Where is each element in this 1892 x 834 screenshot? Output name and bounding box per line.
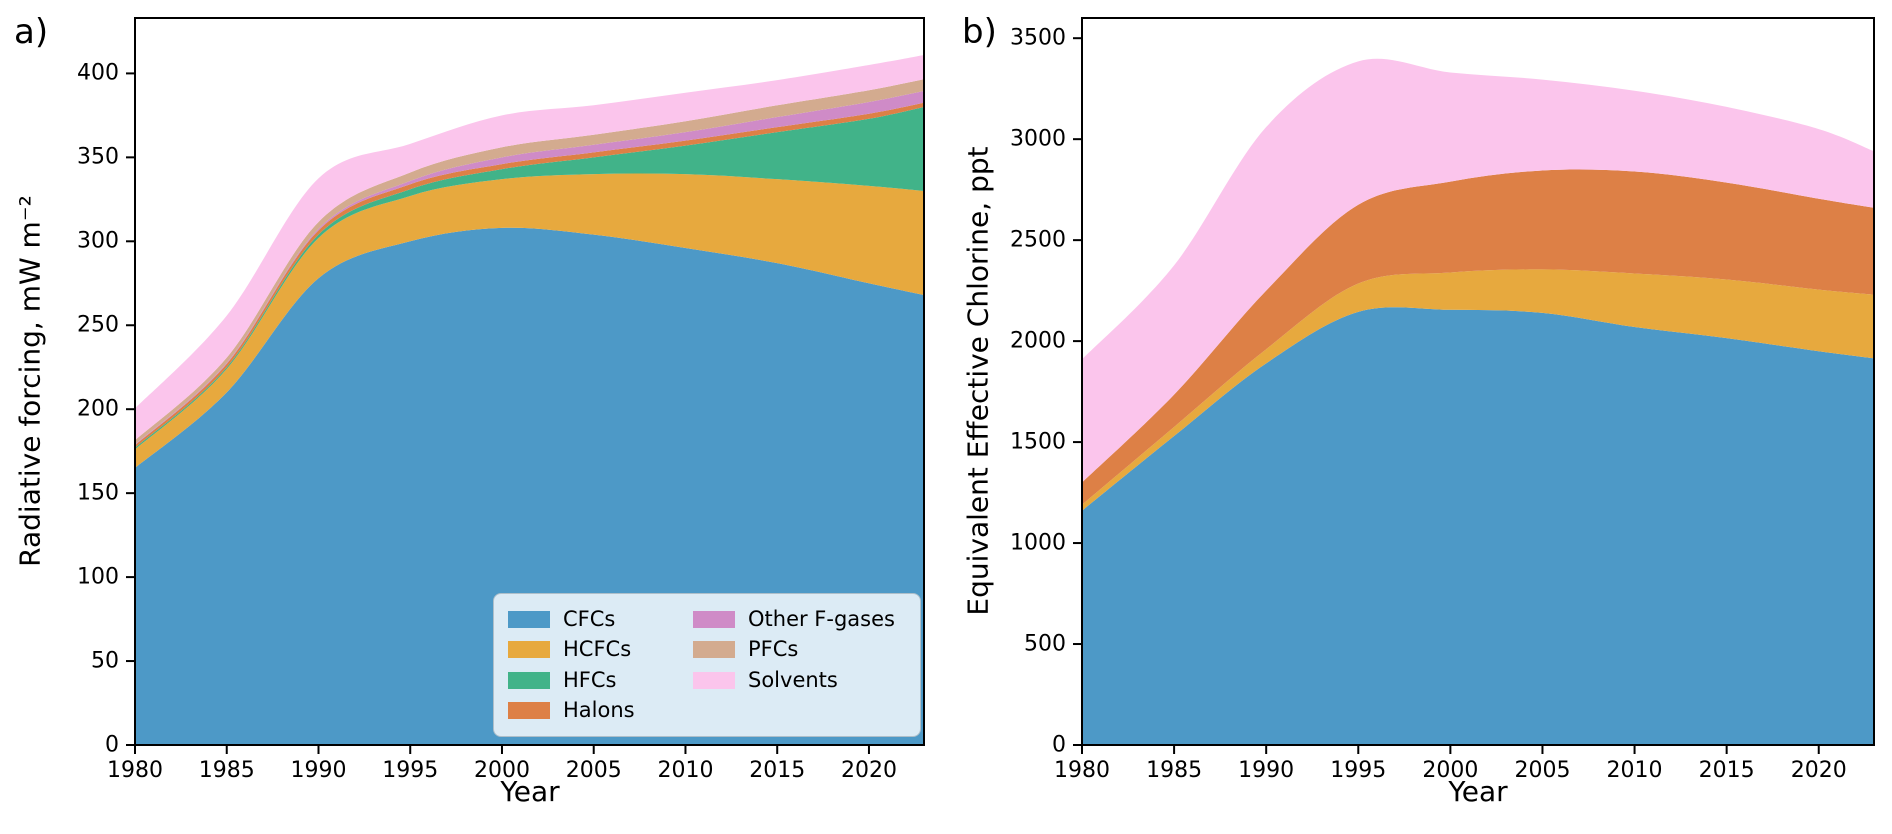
legend-item: PFCs bbox=[693, 639, 906, 660]
x-tick-label: 2015 bbox=[1698, 758, 1755, 783]
legend-swatch bbox=[693, 610, 735, 628]
legend-label: HCFCs bbox=[563, 637, 632, 662]
area-solvents bbox=[135, 54, 924, 441]
legend-item: Halons bbox=[508, 700, 693, 721]
legend-item: Solvents bbox=[693, 667, 906, 692]
panel-label-b: b) bbox=[962, 12, 997, 52]
area-pfcs bbox=[135, 79, 924, 445]
legend-label: Halons bbox=[563, 698, 635, 723]
legend-item: HCFCs bbox=[508, 639, 693, 660]
area-hfcs bbox=[135, 106, 924, 450]
x-tick-label: 1985 bbox=[198, 758, 255, 783]
legend-label: Solvents bbox=[748, 667, 838, 692]
y-tick-label: 0 bbox=[105, 732, 119, 758]
legend-label: Other F-gases bbox=[748, 606, 895, 631]
legend-swatch bbox=[508, 702, 550, 720]
x-tick-label: 1995 bbox=[382, 758, 439, 783]
legend-label: HFCs bbox=[563, 667, 617, 692]
y-tick-label: 250 bbox=[77, 312, 119, 338]
x-tick-label: 1990 bbox=[290, 758, 347, 783]
legend-swatch bbox=[508, 671, 550, 689]
y-tick-label: 100 bbox=[77, 564, 119, 590]
x-tick-label: 1985 bbox=[1146, 758, 1203, 783]
x-tick-label: 2005 bbox=[1514, 758, 1571, 783]
y-tick-label: 150 bbox=[77, 480, 119, 506]
x-tick-label: 1990 bbox=[1238, 758, 1295, 783]
axes-frame bbox=[1081, 17, 1875, 746]
area-hcfcs bbox=[1082, 269, 1874, 511]
y-tick-label: 3500 bbox=[1010, 25, 1066, 51]
area-halons bbox=[1082, 169, 1874, 505]
y-tick-label: 500 bbox=[1024, 631, 1066, 657]
x-tick-label: 1995 bbox=[1330, 758, 1387, 783]
area-solvents bbox=[1082, 58, 1874, 483]
y-tick-label: 350 bbox=[77, 144, 119, 170]
x-tick-label: 2020 bbox=[840, 758, 897, 783]
x-tick-label: 2000 bbox=[473, 758, 530, 783]
y-tick-label: 1500 bbox=[1010, 429, 1066, 455]
x-tick-label: 2015 bbox=[749, 758, 806, 783]
x-tick-label: 2000 bbox=[1422, 758, 1479, 783]
x-tick-label: 2010 bbox=[657, 758, 714, 783]
y-tick-label: 0 bbox=[1052, 732, 1066, 758]
y-tick-label: 3000 bbox=[1010, 126, 1066, 152]
legend-swatch bbox=[693, 641, 735, 659]
x-axis-label-a: Year bbox=[500, 775, 560, 808]
area-hcfcs bbox=[135, 173, 924, 468]
panel-label-a: a) bbox=[14, 12, 49, 52]
legend-item: Other F-gases bbox=[693, 606, 906, 631]
x-tick-label: 2020 bbox=[1790, 758, 1847, 783]
y-tick-label: 400 bbox=[77, 60, 119, 86]
x-tick-label: 2010 bbox=[1606, 758, 1663, 783]
legend-item: CFCs bbox=[508, 606, 693, 631]
x-tick-label: 1980 bbox=[107, 758, 163, 783]
y-tick-label: 300 bbox=[77, 228, 119, 254]
y-tick-label: 1000 bbox=[1010, 530, 1066, 556]
legend-label: CFCs bbox=[563, 606, 616, 631]
x-tick-label: 1980 bbox=[1054, 758, 1110, 783]
y-tick-label: 50 bbox=[91, 648, 119, 674]
legend-swatch bbox=[508, 641, 550, 659]
y-tick-label: 2000 bbox=[1010, 328, 1066, 354]
x-axis-label-b: Year bbox=[1448, 775, 1508, 808]
legend: CFCs HCFCs HFCs Halons Other F-gases PFCs Solv… bbox=[493, 593, 921, 737]
legend-swatch bbox=[508, 610, 550, 628]
area-cfcs bbox=[1082, 307, 1874, 745]
legend-swatch bbox=[693, 671, 735, 689]
y-tick-label: 2500 bbox=[1010, 227, 1066, 253]
x-tick-label: 2005 bbox=[565, 758, 622, 783]
axes-frame bbox=[134, 17, 925, 746]
y-tick-label: 200 bbox=[77, 396, 119, 422]
legend-item: HFCs bbox=[508, 667, 693, 692]
legend-label: PFCs bbox=[748, 637, 799, 662]
